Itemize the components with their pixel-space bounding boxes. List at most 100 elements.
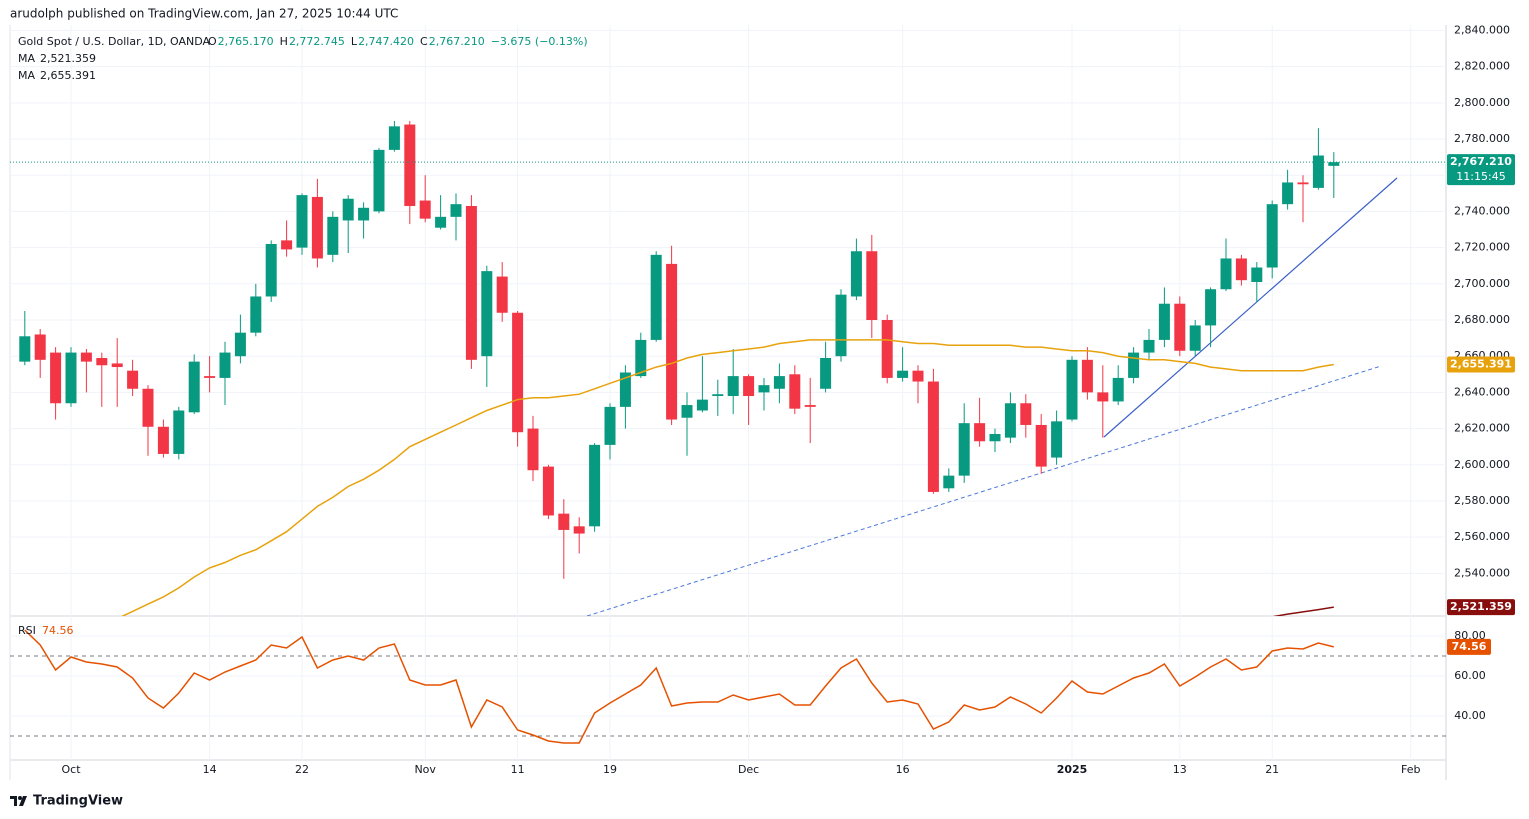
candle-body (1205, 289, 1217, 326)
candle-body (419, 200, 431, 219)
ohlc-key: L (351, 35, 358, 48)
y-tick-label: 2,720.000 (1454, 241, 1510, 254)
candle-body (1128, 352, 1140, 378)
x-tick-label: Dec (738, 763, 759, 776)
rsi-tag-label: 74.56 (1452, 640, 1487, 653)
candle-body (650, 254, 662, 340)
price-change: −3.675 (−0.13%) (491, 35, 588, 48)
candle-body (1035, 424, 1047, 467)
candle-body (296, 195, 308, 248)
candle-body (373, 149, 385, 212)
candle-body (1158, 303, 1170, 340)
candle-body (1328, 162, 1340, 166)
last-price-label: 2,767.210 (1450, 155, 1512, 168)
candle-body (1312, 155, 1324, 188)
x-tick-label: 21 (1265, 763, 1279, 776)
candle-body (265, 243, 277, 297)
rsi-tick-label: 40.00 (1454, 709, 1486, 722)
ohlc-value: 2,767.210 (429, 35, 485, 48)
candle-body (527, 428, 539, 471)
candle-body (1081, 359, 1093, 393)
y-tick-label: 2,820.000 (1454, 60, 1510, 73)
candle-body (604, 406, 616, 445)
candle-body (712, 394, 724, 397)
candle-body (50, 352, 62, 404)
candle-body (542, 466, 554, 516)
y-tick-label: 2,540.000 (1454, 566, 1510, 579)
candle-body (912, 370, 924, 382)
candle-body (943, 475, 955, 489)
candle-body (342, 198, 354, 221)
candle-body (1251, 267, 1263, 282)
x-tick-label: 16 (896, 763, 910, 776)
candle-body (666, 263, 678, 420)
candle-body (866, 251, 878, 320)
rsi-tick-label: 60.00 (1454, 669, 1486, 682)
y-tick-label: 2,740.000 (1454, 204, 1510, 217)
candle-body (974, 423, 986, 442)
candle-body (19, 336, 31, 362)
candle-body (111, 363, 123, 368)
candle-body (188, 361, 200, 413)
candle-body (157, 426, 169, 454)
candle-body (311, 196, 323, 259)
candle-body (1297, 182, 1309, 185)
legend-name: MA (18, 52, 35, 65)
y-tick-label: 2,780.000 (1454, 132, 1510, 145)
candle-body (1004, 403, 1016, 438)
price-pane (19, 120, 1398, 616)
rsi-name: RSI (18, 624, 36, 637)
candle-body (1112, 377, 1124, 402)
candle-body (804, 405, 816, 407)
rsi-tick-label: 80.00 (1454, 629, 1486, 642)
candle-body (589, 444, 601, 527)
candle-body (250, 296, 262, 333)
y-tick-label: 2,580.000 (1454, 494, 1510, 507)
candle-body (512, 312, 524, 433)
candle-body (435, 216, 447, 228)
candle-body (204, 376, 216, 378)
candle-body (958, 423, 970, 476)
brand-logo (10, 796, 27, 806)
price-tag (1447, 599, 1515, 616)
candle-body (127, 370, 139, 389)
published-note: arudolph published on TradingView.com, J… (10, 7, 398, 21)
candle-body (34, 334, 46, 360)
brand-name: TradingView (33, 794, 123, 809)
x-tick-label: Nov (414, 763, 436, 776)
candle-body (835, 294, 847, 357)
candle-body (696, 399, 708, 411)
candle-body (1051, 421, 1063, 458)
candle-body (80, 352, 92, 362)
candle-body (234, 332, 246, 357)
candle-body (96, 358, 108, 366)
candle-body (758, 385, 770, 393)
x-tick-label: 2025 (1057, 763, 1088, 776)
candle-body (1220, 258, 1232, 290)
ohlc-key: H (280, 35, 288, 48)
trendline (1103, 177, 1398, 438)
rsi-tag (1447, 638, 1491, 655)
candle-body (465, 205, 477, 360)
y-tick-label: 2,680.000 (1454, 313, 1510, 326)
candle-body (281, 240, 293, 250)
candle-body (773, 376, 785, 389)
price-tag-label: 2,521.359 (1450, 600, 1512, 613)
candle-body (358, 207, 370, 221)
y-tick-label: 2,600.000 (1454, 458, 1510, 471)
candle-body (142, 388, 154, 427)
candle-body (743, 376, 755, 397)
candle-body (635, 339, 647, 377)
candle-body (820, 358, 832, 389)
candle-body (573, 526, 585, 534)
candle-body (789, 374, 801, 409)
candle-body (1020, 403, 1032, 425)
x-tick-label: 11 (511, 763, 525, 776)
x-tick-label: Oct (61, 763, 81, 776)
x-tick-label: 19 (603, 763, 617, 776)
x-tick-label: Feb (1401, 763, 1420, 776)
rsi-pane (24, 629, 1334, 744)
candle-body (1066, 359, 1078, 420)
